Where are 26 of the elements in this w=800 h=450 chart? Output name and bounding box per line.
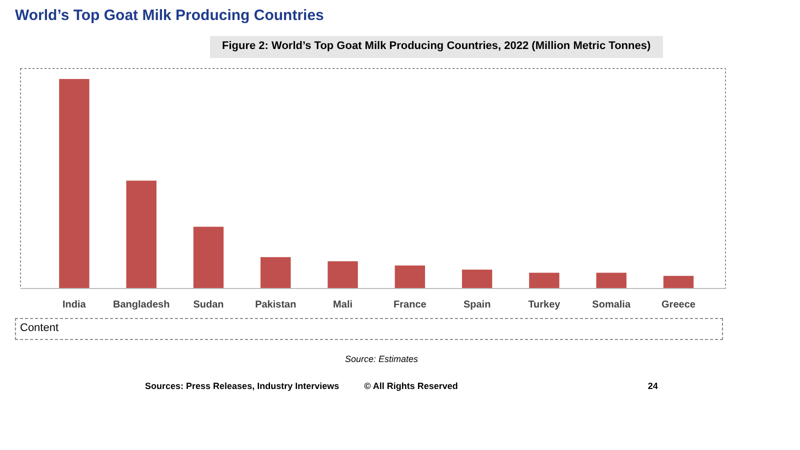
bar (193, 226, 224, 289)
x-tick-label: Pakistan (255, 300, 296, 311)
x-tick-label: India (62, 300, 86, 311)
text: 24 (648, 380, 658, 391)
chart-title: World’s Top Goat Milk Producing Countries (15, 6, 324, 26)
bar (529, 272, 560, 289)
x-tick-label: Turkey (528, 300, 561, 311)
text: Content (15, 318, 723, 340)
x-tick-label: Spain (463, 300, 491, 311)
text: Sources: Press Releases, Industry Interviews © All Rights Reserved (145, 380, 458, 391)
bar (59, 79, 90, 289)
x-tick-label: Bangladesh (113, 300, 170, 311)
bar (462, 270, 492, 289)
x-tick-label: Greece (662, 300, 696, 311)
chart-subtitle: Figure 2: World’s Top Goat Milk Producing Countries, 2022 (Million Metric Tonnes) (210, 36, 663, 58)
x-tick-label: Sudan (193, 300, 224, 311)
bar (394, 266, 426, 289)
source-note: Source: Estimates (345, 352, 418, 366)
bar (260, 257, 291, 289)
x-tick-label: Mali (333, 300, 353, 311)
x-tick-label: France (394, 300, 427, 311)
bar (328, 261, 358, 289)
bar (663, 276, 694, 289)
bar (596, 272, 626, 289)
x-tick-label: Somalia (592, 300, 631, 311)
bar (126, 180, 156, 289)
